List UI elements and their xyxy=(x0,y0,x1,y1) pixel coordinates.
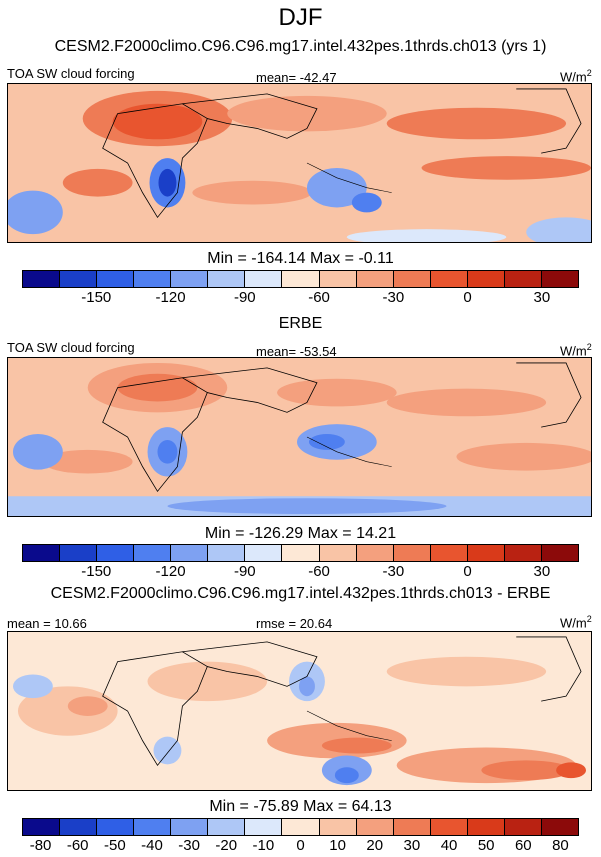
colorbar-bin xyxy=(356,545,394,561)
panel3-heading: CESM2.F2000climo.C96.C96.mg17.intel.432p… xyxy=(50,585,551,602)
colorbar-tick-label: 30 xyxy=(533,563,551,580)
colorbar-tick-label: 60 xyxy=(514,837,532,854)
colorbar-bin xyxy=(23,271,61,287)
panel3-units: W/m2 xyxy=(560,614,592,631)
panel1-heading: CESM2.F2000climo.C96.C96.mg17.intel.432p… xyxy=(54,38,547,55)
colorbar-bin xyxy=(393,545,431,561)
colorbar-bin xyxy=(467,545,505,561)
colorbar-tick-label: -120 xyxy=(155,289,186,306)
colorbar-tick-label: 20 xyxy=(366,837,384,854)
panel2-minmax: Min = -126.29 Max = 14.21 xyxy=(204,525,397,542)
colorbar-bin xyxy=(319,545,357,561)
colorbar-tick-label: -60 xyxy=(66,837,89,854)
colorbar-bin xyxy=(504,545,542,561)
colorbar-bin xyxy=(23,819,61,835)
colorbar-bin xyxy=(430,545,468,561)
colorbar-bin xyxy=(171,271,209,287)
colorbar-bin xyxy=(23,545,61,561)
colorbar-bin xyxy=(430,271,468,287)
panel3-mean-label: mean = 10.66 xyxy=(7,616,87,631)
colorbar-bin xyxy=(134,271,172,287)
panel1-units: W/m2 xyxy=(560,68,592,85)
panel2-variable-label: TOA SW cloud forcing xyxy=(7,340,135,355)
colorbar-tick-label: -60 xyxy=(308,563,330,580)
panel3-minmax: Min = -75.89 Max = 64.13 xyxy=(209,798,392,815)
panel1-mean-label: mean= -42.47 xyxy=(256,70,337,85)
panel1-colorbar-ticks: -150 -120 -90 -60 -30 0 30 xyxy=(0,289,601,307)
colorbar-bin xyxy=(356,819,394,835)
colorbar-bin xyxy=(208,819,246,835)
panel2-units: W/m2 xyxy=(560,342,592,359)
colorbar-bin xyxy=(245,819,283,835)
colorbar-bin xyxy=(393,271,431,287)
colorbar-tick-label: -30 xyxy=(382,289,405,306)
colorbar-bin xyxy=(504,819,542,835)
colorbar-bin xyxy=(319,271,357,287)
colorbar-bin xyxy=(97,819,135,835)
colorbar-tick-label: -90 xyxy=(233,289,256,306)
colorbar-tick-label: 0 xyxy=(463,289,472,306)
colorbar-bin xyxy=(319,819,357,835)
panel2-mean-label: mean= -53.54 xyxy=(256,344,337,359)
colorbar-bin xyxy=(208,545,246,561)
colorbar-bin xyxy=(97,271,135,287)
colorbar-tick-label: 10 xyxy=(329,837,346,854)
panel1-map xyxy=(7,83,592,243)
colorbar-tick-label: 0 xyxy=(463,563,472,580)
colorbar-bin xyxy=(208,271,246,287)
colorbar-bin xyxy=(97,545,135,561)
colorbar-bin xyxy=(171,545,209,561)
colorbar-bin xyxy=(60,545,98,561)
colorbar-bin xyxy=(504,271,542,287)
colorbar-tick-label: 40 xyxy=(440,837,458,854)
colorbar-bin xyxy=(245,271,283,287)
panel2-heading: ERBE xyxy=(278,315,323,332)
colorbar-bin xyxy=(541,271,578,287)
colorbar-bin xyxy=(430,819,468,835)
panel1-minmax: Min = -164.14 Max = -0.11 xyxy=(207,250,394,267)
colorbar-tick-label: 80 xyxy=(552,837,569,854)
colorbar-bin xyxy=(541,819,578,835)
colorbar-tick-label: 30 xyxy=(533,289,551,306)
panel2-colorbar-ticks: -150 -120 -90 -60 -30 0 30 xyxy=(0,563,601,581)
colorbar-bin xyxy=(467,819,505,835)
colorbar-bin xyxy=(541,545,578,561)
colorbar-bin xyxy=(467,271,505,287)
colorbar-tick-label: 30 xyxy=(403,837,421,854)
colorbar-bin xyxy=(134,545,172,561)
colorbar-bin xyxy=(282,271,320,287)
panel3-colorbar xyxy=(22,818,579,836)
colorbar-tick-label: -10 xyxy=(252,837,275,854)
colorbar-tick-label: -80 xyxy=(29,837,52,854)
colorbar-bin xyxy=(282,545,320,561)
colorbar-tick-label: 0 xyxy=(296,837,305,854)
colorbar-bin xyxy=(60,819,98,835)
panel3-map xyxy=(7,631,592,791)
colorbar-bin xyxy=(171,819,209,835)
colorbar-tick-label: -150 xyxy=(81,563,112,580)
colorbar-bin xyxy=(60,271,98,287)
colorbar-tick-label: -30 xyxy=(178,837,200,854)
colorbar-tick-label: -150 xyxy=(81,289,112,306)
colorbar-tick-label: -20 xyxy=(215,837,238,854)
colorbar-tick-label: -40 xyxy=(141,837,163,854)
colorbar-bin xyxy=(134,819,172,835)
colorbar-tick-label: -30 xyxy=(382,563,405,580)
colorbar-bin xyxy=(356,271,394,287)
colorbar-bin xyxy=(393,819,431,835)
figure-title: DJF xyxy=(278,4,323,31)
panel1-colorbar xyxy=(22,270,579,288)
panel1-variable-label: TOA SW cloud forcing xyxy=(7,66,135,81)
colorbar-tick-label: -60 xyxy=(308,289,330,306)
colorbar-bin xyxy=(282,819,320,835)
colorbar-tick-label: -120 xyxy=(155,563,186,580)
colorbar-tick-label: -90 xyxy=(233,563,256,580)
panel2-colorbar xyxy=(22,544,579,562)
colorbar-bin xyxy=(245,545,283,561)
panel2-map xyxy=(7,357,592,517)
panel3-rmse-label: rmse = 20.64 xyxy=(256,616,333,631)
colorbar-tick-label: 50 xyxy=(477,837,495,854)
colorbar-tick-label: -50 xyxy=(103,837,126,854)
panel3-colorbar-ticks: -80 -60 -50 -40 -30 -20 -10 0 10 20 30 40 50 60 80 xyxy=(0,837,601,855)
